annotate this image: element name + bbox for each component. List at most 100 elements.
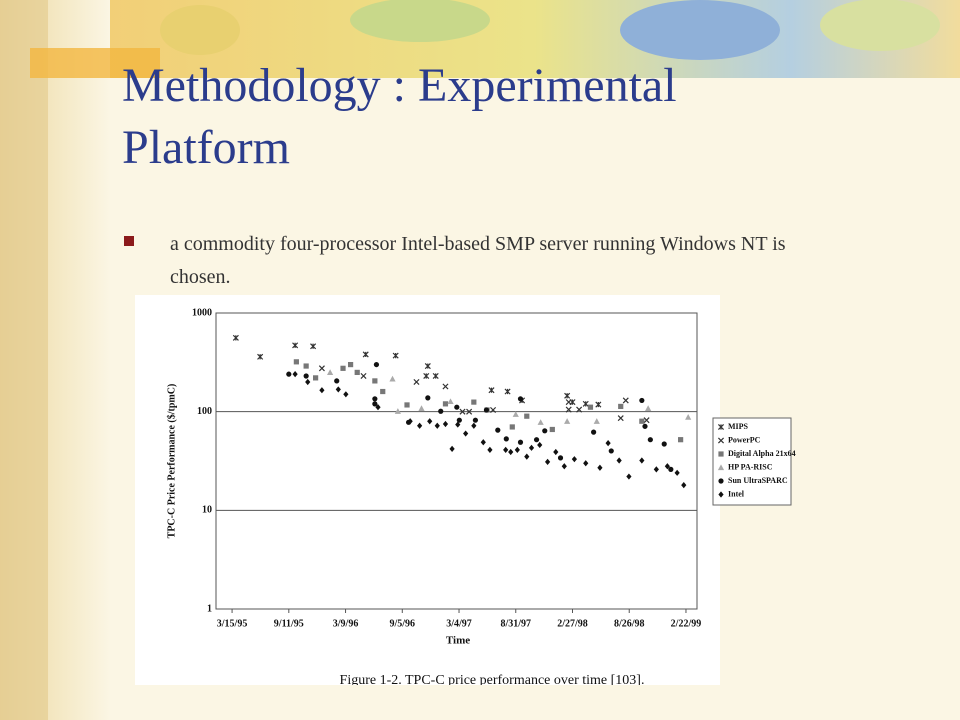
point (318, 365, 325, 372)
x-tick-label: 3/15/95 (217, 618, 248, 629)
x-tick-label: 2/22/99 (671, 618, 702, 629)
y-axis-label: TPC-C Price Performance ($/tpmC) (166, 384, 177, 539)
bullet-marker (124, 236, 134, 246)
point (626, 473, 632, 480)
point (605, 440, 611, 447)
point (668, 466, 674, 472)
y-tick-label: 1 (207, 603, 212, 614)
point (664, 463, 670, 470)
point (608, 448, 614, 454)
point (305, 378, 311, 386)
point (597, 464, 603, 471)
point (503, 436, 509, 442)
y-tick-label: 10 (202, 505, 212, 516)
point (503, 446, 509, 453)
point (509, 424, 515, 430)
point (582, 400, 589, 407)
point (372, 401, 378, 407)
point (313, 375, 319, 381)
legend-marker (718, 491, 724, 498)
point (517, 396, 524, 402)
point (292, 371, 298, 378)
point (423, 372, 430, 380)
point (427, 418, 433, 425)
legend-label: HP PA-RISC (728, 462, 773, 471)
point (425, 395, 431, 401)
point (442, 383, 449, 390)
point (537, 419, 544, 425)
legend-marker (717, 423, 725, 431)
point (537, 441, 543, 449)
leaf-banner (30, 48, 160, 78)
point (373, 361, 380, 368)
legend-marker (718, 478, 724, 484)
point (642, 423, 648, 429)
point (432, 372, 439, 380)
legend-label: MIPS (728, 422, 749, 431)
point (456, 417, 462, 423)
bullet-text: a commodity four-processor Intel-based S… (170, 233, 786, 288)
point (463, 430, 469, 437)
point (504, 388, 511, 395)
point (565, 399, 572, 406)
point (544, 458, 551, 465)
point (327, 369, 334, 376)
point (466, 408, 473, 415)
point (495, 427, 501, 433)
x-axis-label: Time (446, 635, 470, 647)
x-tick-label: 9/5/96 (390, 618, 416, 629)
caption: Figure 1-2. TPC-C price performance over… (340, 673, 645, 688)
point (639, 457, 645, 464)
point (639, 397, 645, 404)
point (617, 415, 624, 422)
point (286, 371, 292, 377)
point (549, 426, 555, 433)
point (483, 407, 490, 413)
point (472, 417, 479, 423)
point (571, 456, 577, 463)
point (455, 421, 461, 428)
point (375, 404, 381, 411)
leaf (160, 5, 240, 55)
point (449, 445, 455, 452)
leaf (350, 0, 490, 42)
point (418, 405, 425, 411)
point (343, 391, 349, 398)
point (372, 378, 378, 384)
legend-box (712, 417, 792, 506)
point (576, 406, 583, 413)
point (488, 387, 495, 394)
point (340, 365, 346, 371)
point (639, 418, 645, 424)
legend-marker (718, 451, 724, 457)
point (508, 448, 514, 456)
point (591, 429, 597, 435)
x-tick-label: 3/9/96 (333, 618, 359, 629)
point (334, 378, 340, 384)
point (447, 398, 454, 405)
legend-label: Intel (728, 489, 745, 498)
point (553, 448, 559, 456)
point (616, 457, 622, 464)
legend-label: Sun UltraSPARC (728, 476, 788, 485)
point (471, 422, 477, 429)
point (564, 418, 571, 424)
point (685, 414, 692, 420)
point (303, 373, 309, 379)
point (438, 408, 444, 414)
figure-background (135, 295, 720, 685)
point (661, 441, 667, 447)
point (565, 406, 572, 413)
legend-label: PowerPC (728, 435, 761, 444)
texture-strip (0, 0, 48, 720)
point (681, 482, 687, 489)
point (528, 444, 535, 451)
point (372, 396, 378, 402)
point (335, 386, 341, 393)
point (647, 437, 653, 443)
point (517, 439, 524, 445)
point (389, 375, 396, 382)
point (643, 417, 650, 424)
